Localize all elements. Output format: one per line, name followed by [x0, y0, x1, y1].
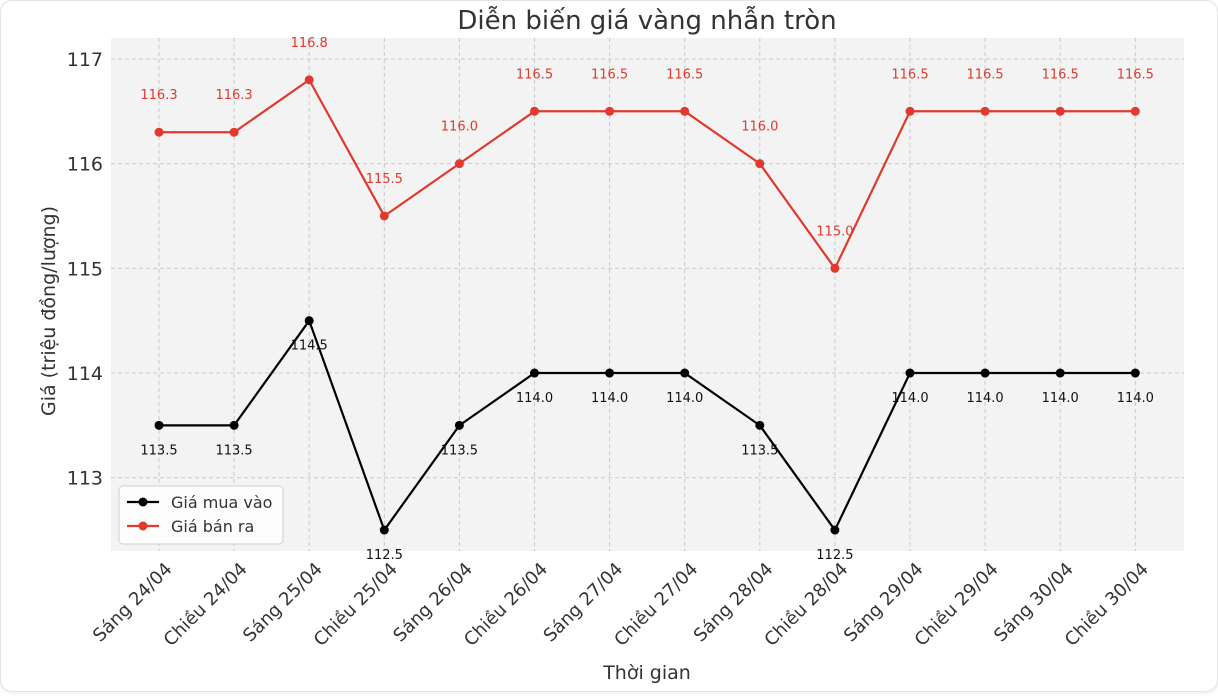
- data-labels: 113.5 113.5 114.5 112.5 113.5 114.0 114.0 114.0…: [140, 36, 1154, 563]
- data-label: 114.0: [1117, 391, 1154, 406]
- data-label: 115.0: [816, 224, 853, 239]
- data-label: 116.5: [1117, 67, 1154, 82]
- data-label: 116.5: [516, 67, 553, 82]
- legend-label: Giá mua vào: [171, 493, 272, 512]
- data-point: [830, 263, 840, 273]
- data-label: 116.8: [291, 36, 328, 51]
- data-point: [154, 127, 164, 137]
- data-label: 116.5: [591, 67, 628, 82]
- data-point: [680, 368, 690, 378]
- data-point: [229, 127, 239, 137]
- legend-marker: [138, 521, 148, 531]
- data-point: [830, 525, 840, 535]
- data-label: 113.5: [140, 443, 177, 458]
- data-point: [755, 420, 765, 430]
- data-label: 116.5: [1042, 67, 1079, 82]
- y-tick-label: 113: [67, 468, 103, 490]
- data-point: [755, 159, 765, 169]
- series-line-1: [159, 319, 1136, 532]
- y-tick-label: 114: [67, 363, 103, 385]
- legend-box: [118, 485, 284, 545]
- data-label: 115.5: [366, 172, 403, 187]
- legend-marker: [138, 497, 148, 507]
- grid-lines: [111, 38, 1184, 551]
- data-point: [1055, 368, 1065, 378]
- data-label: 116.3: [215, 88, 252, 103]
- data-point: [304, 75, 314, 85]
- data-point: [980, 368, 990, 378]
- data-point: [1130, 106, 1140, 116]
- data-label: 116.3: [140, 88, 177, 103]
- legend: Giá mua vào Giá bán ra: [118, 485, 284, 545]
- data-label: 114.0: [666, 391, 703, 406]
- data-label: 116.5: [966, 67, 1003, 82]
- data-point: [530, 368, 539, 378]
- data-label: 114.5: [291, 339, 328, 354]
- data-label: 113.5: [215, 443, 252, 458]
- data-point: [304, 316, 314, 326]
- legend-label: Giá bán ra: [171, 517, 254, 536]
- data-label: 112.5: [366, 548, 403, 563]
- y-tick-label: 115: [67, 258, 103, 280]
- data-point: [1130, 368, 1140, 378]
- data-point: [980, 106, 990, 116]
- chart-title: Diễn biến giá vàng nhẫn tròn: [457, 5, 836, 36]
- series-layer: [154, 75, 1140, 535]
- y-axis-title: Giá (triệu đồng/lượng): [38, 206, 60, 416]
- data-label: 114.0: [591, 391, 628, 406]
- data-point: [905, 368, 915, 378]
- data-point: [379, 211, 389, 221]
- y-tick-label: 117: [67, 49, 103, 71]
- data-label: 116.0: [741, 120, 778, 135]
- y-tick-label: 116: [67, 154, 103, 176]
- series-line-2: [159, 78, 1136, 270]
- data-point: [154, 420, 164, 430]
- data-label: 112.5: [816, 548, 853, 563]
- data-point: [379, 525, 389, 535]
- data-label: 114.0: [966, 391, 1003, 406]
- data-label: 113.5: [741, 443, 778, 458]
- data-point: [454, 420, 464, 430]
- data-label: 116.5: [666, 67, 703, 82]
- data-label: 114.0: [891, 391, 928, 406]
- x-axis-title: Thời gian: [602, 662, 691, 684]
- data-label: 116.5: [891, 67, 928, 82]
- data-point: [905, 106, 915, 116]
- data-point: [605, 368, 615, 378]
- data-point: [229, 420, 239, 430]
- data-point: [1055, 106, 1065, 116]
- plot-area: [111, 38, 1184, 551]
- data-label: 116.0: [441, 120, 478, 135]
- data-point: [680, 106, 690, 116]
- data-point: [530, 106, 539, 116]
- data-label: 113.5: [441, 443, 478, 458]
- data-point: [605, 106, 615, 116]
- data-label: 114.0: [516, 391, 553, 406]
- data-label: 114.0: [1042, 391, 1079, 406]
- data-point: [454, 159, 464, 169]
